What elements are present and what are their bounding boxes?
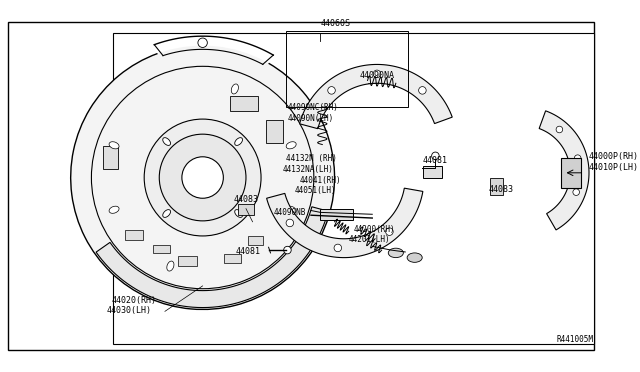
Bar — [248, 236, 264, 245]
Polygon shape — [300, 64, 452, 129]
Circle shape — [159, 134, 246, 221]
Text: 44090N(LH): 44090N(LH) — [287, 114, 333, 123]
Ellipse shape — [167, 261, 174, 271]
Ellipse shape — [109, 142, 119, 149]
Bar — [113, 33, 594, 344]
Ellipse shape — [388, 248, 403, 258]
Ellipse shape — [163, 209, 170, 217]
Circle shape — [198, 38, 207, 48]
Circle shape — [182, 157, 223, 198]
Text: 44132N (RH): 44132N (RH) — [285, 154, 337, 163]
Circle shape — [144, 119, 261, 236]
Text: 44132NA(LH): 44132NA(LH) — [283, 165, 333, 174]
Bar — [239, 204, 253, 215]
Text: R441005M: R441005M — [557, 335, 594, 344]
Polygon shape — [267, 188, 423, 258]
Text: 44201(LH): 44201(LH) — [349, 235, 390, 244]
Text: 44090NC(RH): 44090NC(RH) — [287, 103, 339, 112]
Text: 44010P(LH): 44010P(LH) — [589, 163, 639, 172]
Text: 44081: 44081 — [236, 247, 260, 256]
Circle shape — [574, 155, 581, 161]
Polygon shape — [96, 207, 328, 308]
FancyBboxPatch shape — [266, 120, 283, 142]
Text: 44041(RH): 44041(RH) — [300, 176, 341, 185]
Text: 44090NB: 44090NB — [273, 208, 306, 217]
Ellipse shape — [286, 142, 296, 149]
Text: 44060S: 44060S — [321, 19, 351, 28]
Bar — [179, 256, 197, 266]
Circle shape — [328, 87, 335, 94]
Text: 44030(LH): 44030(LH) — [106, 306, 152, 315]
Circle shape — [373, 70, 381, 78]
FancyBboxPatch shape — [230, 96, 258, 110]
Bar — [285, 32, 408, 107]
Bar — [153, 245, 170, 253]
Text: 44083: 44083 — [234, 195, 259, 204]
Text: 44090NA: 44090NA — [360, 71, 395, 80]
Bar — [125, 230, 143, 240]
Bar — [321, 209, 353, 220]
Circle shape — [386, 228, 393, 235]
Text: 44000P(RH): 44000P(RH) — [589, 153, 639, 161]
Ellipse shape — [235, 138, 243, 145]
Ellipse shape — [407, 253, 422, 262]
Bar — [224, 254, 241, 263]
FancyBboxPatch shape — [561, 158, 582, 188]
Ellipse shape — [286, 206, 296, 213]
Circle shape — [70, 46, 335, 310]
Text: 44200(RH): 44200(RH) — [353, 225, 395, 234]
Polygon shape — [539, 111, 589, 230]
Text: 44020(RH): 44020(RH) — [111, 296, 156, 305]
Circle shape — [286, 219, 294, 227]
Circle shape — [284, 246, 291, 254]
Ellipse shape — [235, 209, 243, 217]
Circle shape — [419, 87, 426, 94]
Text: 44051(LH): 44051(LH) — [295, 186, 337, 195]
Ellipse shape — [231, 84, 239, 94]
Bar — [490, 179, 503, 195]
Circle shape — [573, 189, 579, 195]
Ellipse shape — [163, 138, 170, 145]
FancyBboxPatch shape — [423, 166, 442, 177]
Text: 44081: 44081 — [422, 156, 447, 165]
Ellipse shape — [109, 206, 119, 213]
FancyBboxPatch shape — [103, 147, 118, 169]
Circle shape — [556, 126, 563, 133]
Text: 44083: 44083 — [488, 185, 513, 193]
Circle shape — [431, 152, 439, 160]
Circle shape — [334, 244, 342, 252]
